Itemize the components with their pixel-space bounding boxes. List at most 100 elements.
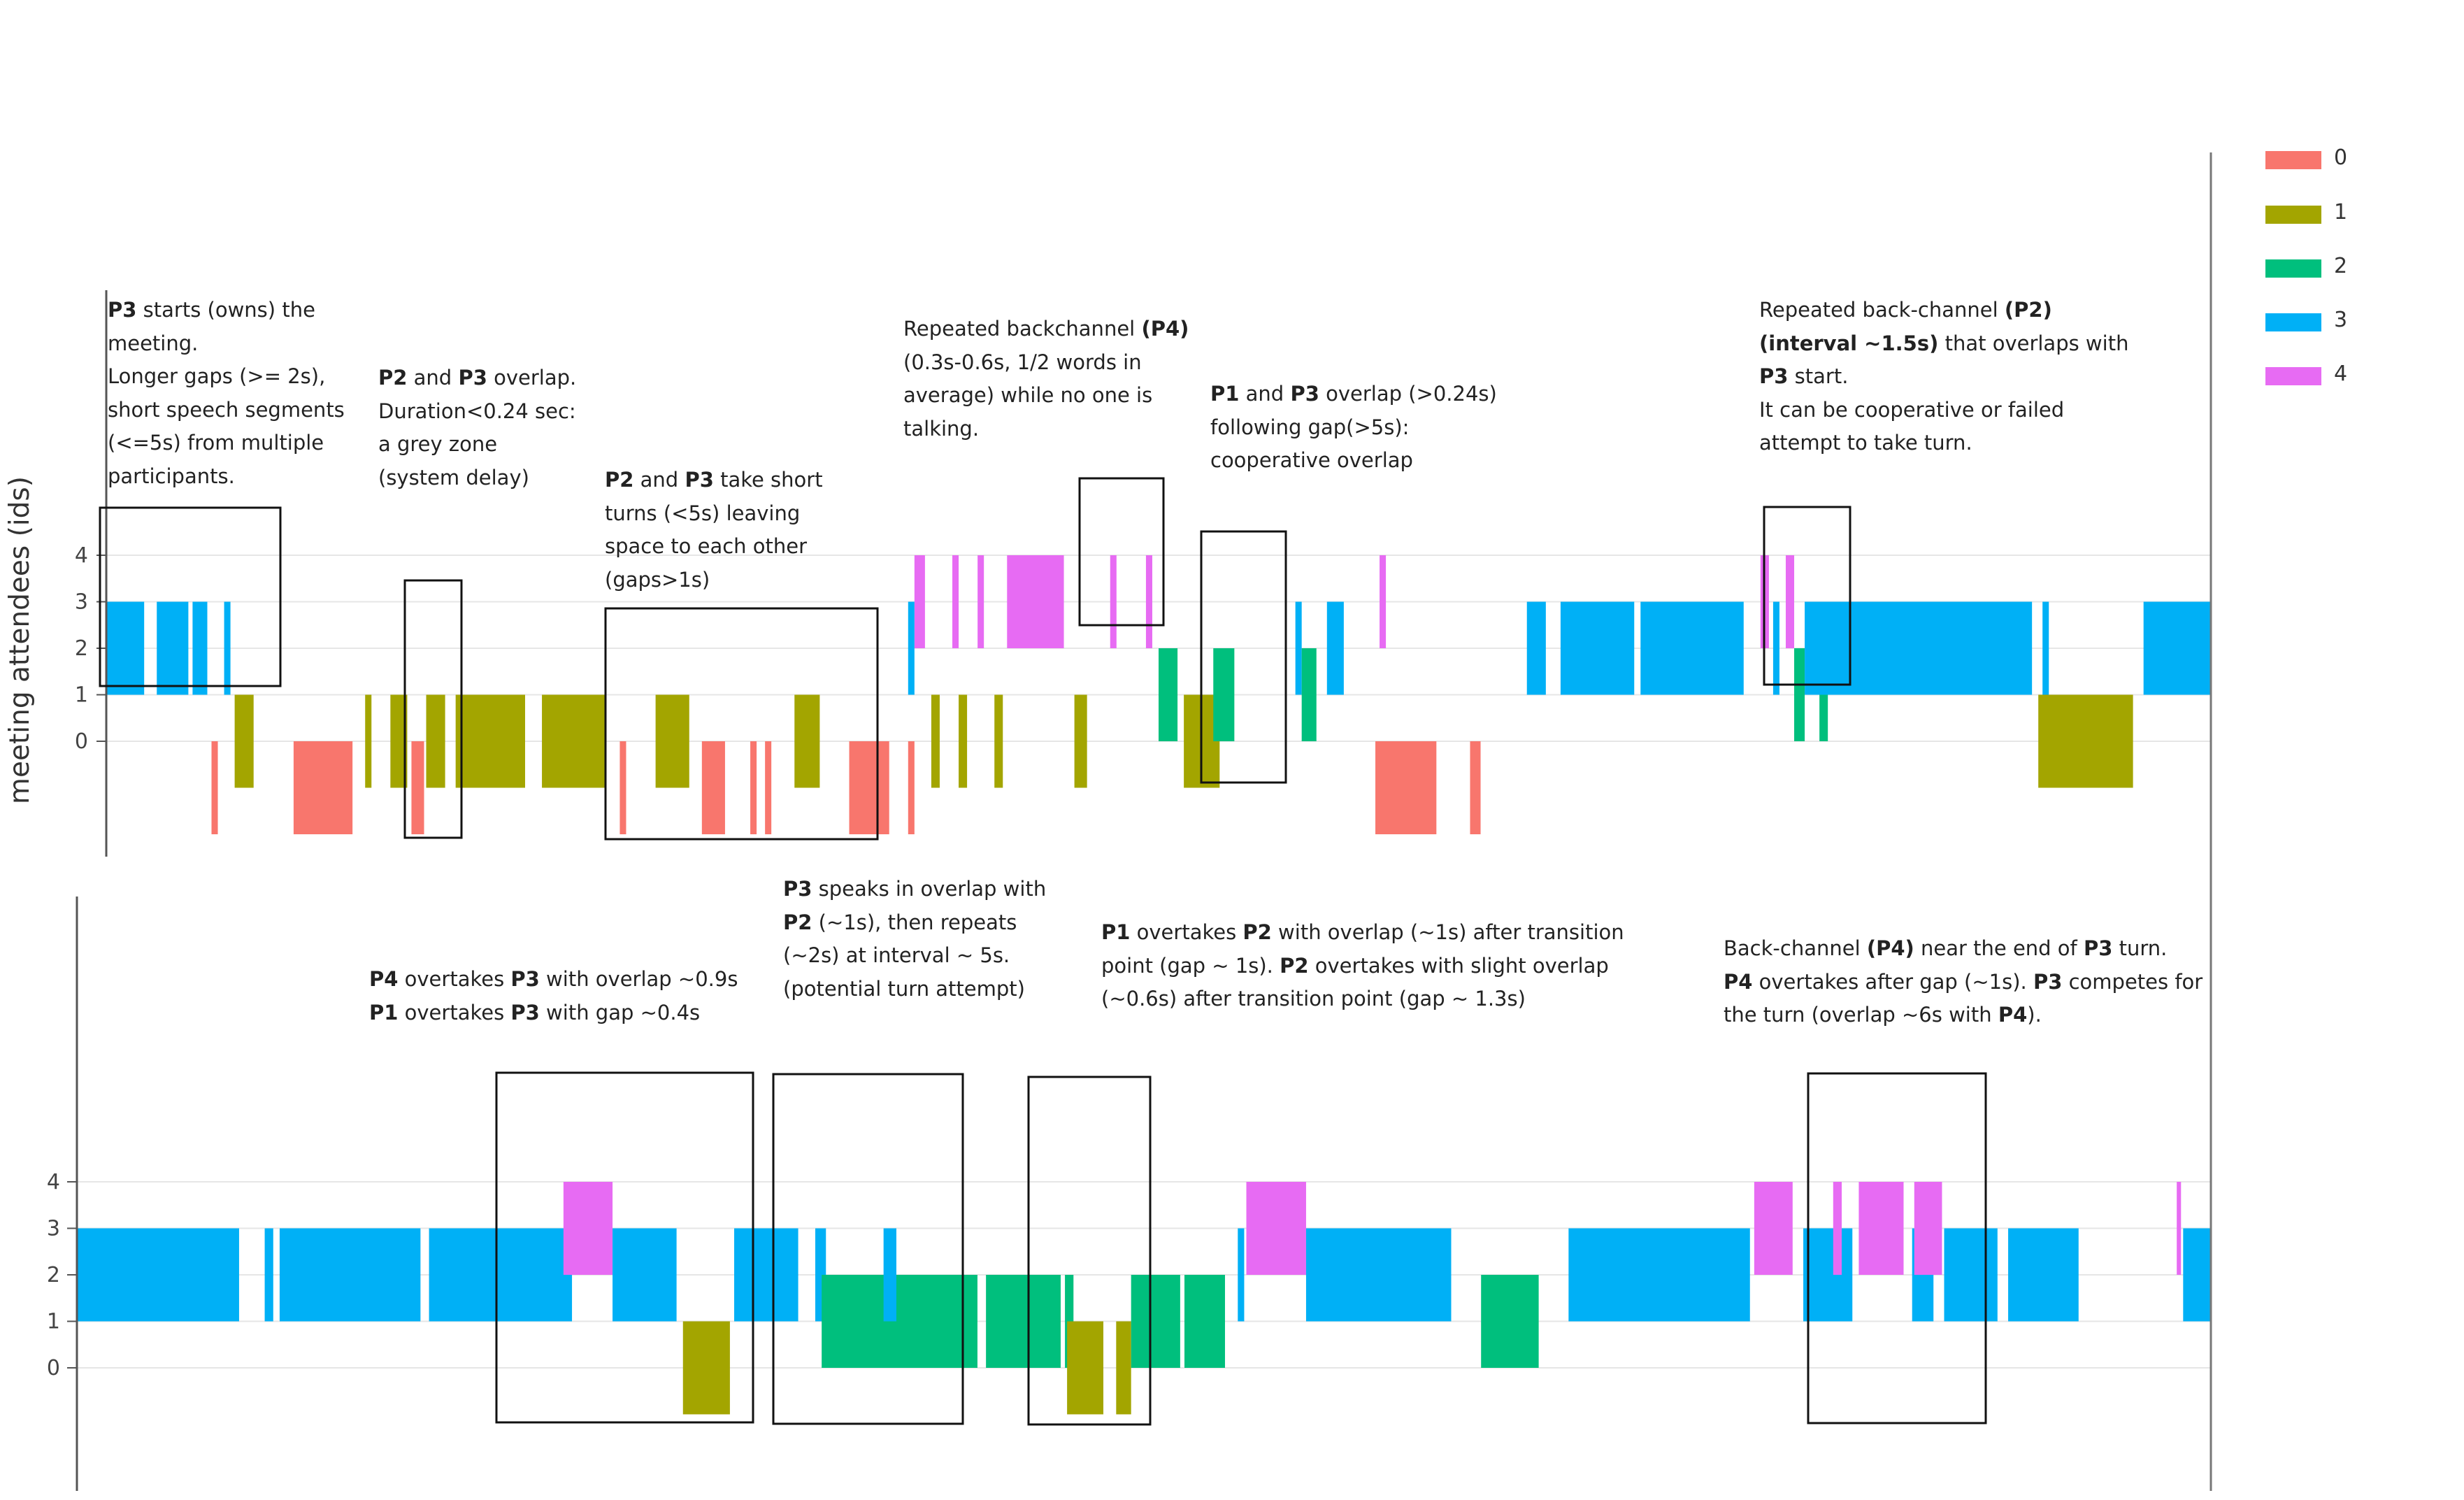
annotation-box bbox=[1200, 530, 1287, 784]
segment-speaker-2 bbox=[1301, 648, 1317, 741]
y-tick-label: 1 bbox=[75, 683, 88, 708]
segment-speaker-0 bbox=[849, 741, 889, 834]
annotation-line: space to each other bbox=[605, 530, 823, 564]
annotation-text: overtakes bbox=[398, 1000, 511, 1024]
segment-speaker-1 bbox=[2038, 694, 2133, 788]
annotation-bold-text: P2 bbox=[1280, 953, 1309, 978]
annotation-bold-text: (P2) bbox=[2004, 298, 2052, 322]
segment-speaker-4 bbox=[977, 555, 984, 648]
annotation-p3-owns-meeting: P3 starts (owns) the meeting. Longer gaps … bbox=[108, 294, 345, 493]
annotation-text: Duration<0.24 sec: bbox=[378, 399, 576, 423]
annotation-bold-text: P2 bbox=[1242, 920, 1272, 944]
segment-speaker-4 bbox=[1914, 1182, 1942, 1275]
annotation-line: It can be cooperative or failed bbox=[1759, 394, 2128, 427]
legend-swatch-0 bbox=[2265, 151, 2321, 169]
annotation-line: meeting. bbox=[108, 327, 345, 361]
annotation-line: (potential turn attempt) bbox=[783, 973, 1046, 1006]
segment-speaker-2 bbox=[1794, 648, 1805, 741]
annotation-line: Back-channel (P4) near the end of P3 tur… bbox=[1724, 932, 2202, 966]
annotation-text: and bbox=[633, 468, 685, 492]
annotation-text: It can be cooperative or failed bbox=[1759, 397, 2065, 422]
annotation-box bbox=[403, 579, 463, 839]
segment-speaker-3 bbox=[908, 601, 915, 695]
annotation-text: starts (owns) the bbox=[136, 298, 315, 322]
annotation-text: and bbox=[1239, 382, 1291, 406]
legend-swatch-4 bbox=[2265, 367, 2321, 385]
segment-speaker-3 bbox=[429, 1228, 573, 1322]
segment-speaker-0 bbox=[619, 741, 626, 834]
annotation-text: that overlaps with bbox=[1938, 331, 2129, 355]
annotation-text: cooperative overlap bbox=[1210, 448, 1413, 472]
segment-speaker-2 bbox=[1481, 1275, 1539, 1368]
segment-speaker-4 bbox=[952, 555, 959, 648]
annotation-bold-text: P3 bbox=[1759, 364, 1789, 388]
segment-speaker-0 bbox=[411, 741, 424, 834]
segment-speaker-4 bbox=[1110, 555, 1117, 648]
annotation-bold-text: P2 bbox=[783, 910, 812, 934]
segment-speaker-1 bbox=[931, 694, 940, 788]
y-tick-label: 0 bbox=[75, 729, 88, 754]
annotation-text: turns (<5s) leaving bbox=[605, 501, 801, 525]
panel-top: 0 1 2 3 4 bbox=[75, 152, 2212, 862]
segment-speaker-4 bbox=[563, 1182, 613, 1275]
annotation-p4-p3-competition: Back-channel (P4) near the end of P3 tur… bbox=[1724, 932, 2202, 1032]
annotation-text: ). bbox=[2027, 1003, 2042, 1027]
annotation-box bbox=[99, 506, 282, 687]
segment-speaker-3 bbox=[2042, 601, 2049, 695]
segment-speaker-3 bbox=[1568, 1228, 1750, 1322]
annotation-text: the turn (overlap ~6s with bbox=[1724, 1003, 1998, 1027]
y-tick-label: 2 bbox=[75, 636, 88, 661]
annotation-box bbox=[1763, 506, 1851, 686]
annotation-p1-p2-transition: P1 overtakes P2 with overlap (~1s) after… bbox=[1101, 916, 1624, 1016]
segment-speaker-0 bbox=[765, 741, 772, 834]
annotation-bold-text: (P4) bbox=[1866, 936, 1914, 960]
annotation-line: P2 and P3 take short bbox=[605, 464, 823, 497]
segment-speaker-3 bbox=[106, 601, 145, 695]
segment-speaker-3 bbox=[157, 601, 189, 695]
annotation-text: overlap (>0.24s) bbox=[1319, 382, 1497, 406]
annotation-line: P3 start. bbox=[1759, 360, 2128, 394]
segment-speaker-3 bbox=[2143, 601, 2211, 695]
segment-speaker-1 bbox=[455, 694, 525, 788]
segment-speaker-0 bbox=[293, 741, 353, 834]
annotation-bold-text: P3 bbox=[1290, 382, 1319, 406]
legend-label-4: 4 bbox=[2334, 362, 2348, 386]
annotation-text: with overlap ~0.9s bbox=[539, 967, 738, 991]
annotation-line: (0.3s-0.6s, 1/2 words in bbox=[903, 346, 1189, 380]
segment-speaker-4 bbox=[2177, 1182, 2182, 1275]
y-tick-label: 2 bbox=[47, 1263, 60, 1287]
annotation-text: overtakes bbox=[1130, 920, 1243, 944]
legend-swatch-2 bbox=[2265, 259, 2321, 278]
segment-speaker-4 bbox=[1833, 1182, 1842, 1275]
segment-speaker-2 bbox=[822, 1275, 977, 1368]
legend-label-2: 2 bbox=[2334, 254, 2348, 278]
annotation-text: overtakes after gap (~1s). bbox=[1752, 969, 2033, 994]
annotation-text: average) while no one is bbox=[903, 383, 1153, 407]
annotation-line: (system delay) bbox=[378, 462, 576, 495]
annotation-line: P4 overtakes after gap (~1s). P3 compete… bbox=[1724, 966, 2202, 999]
segment-speaker-1 bbox=[1116, 1321, 1131, 1415]
annotation-bold-text: P3 bbox=[510, 1000, 540, 1024]
annotation-boxes bbox=[99, 477, 1987, 1426]
segment-speaker-1 bbox=[994, 694, 1003, 788]
annotation-line: average) while no one is bbox=[903, 379, 1189, 413]
annotation-line: short speech segments bbox=[108, 394, 345, 427]
segment-speaker-3 bbox=[264, 1228, 273, 1322]
annotation-text: talking. bbox=[903, 416, 980, 441]
annotation-line: the turn (overlap ~6s with P4). bbox=[1724, 999, 2202, 1032]
segment-speaker-0 bbox=[750, 741, 757, 834]
annotation-bold-text: P3 bbox=[458, 366, 487, 390]
y-tick-label: 3 bbox=[47, 1217, 60, 1241]
annotation-bold-text: P3 bbox=[783, 877, 812, 901]
annotation-text: take short bbox=[713, 468, 823, 492]
segment-speaker-1 bbox=[542, 694, 606, 788]
annotation-box bbox=[1027, 1076, 1152, 1426]
annotation-text: (potential turn attempt) bbox=[783, 976, 1025, 1001]
y-tick-label: 4 bbox=[75, 543, 88, 568]
y-tick-label: 3 bbox=[75, 590, 88, 615]
segment-speaker-3 bbox=[883, 1228, 896, 1322]
annotation-line: attempt to take turn. bbox=[1759, 427, 2128, 460]
segment-speaker-3 bbox=[1803, 1228, 1853, 1322]
annotation-bold-text: P3 bbox=[510, 967, 540, 991]
annotation-line: P3 speaks in overlap with bbox=[783, 873, 1046, 906]
